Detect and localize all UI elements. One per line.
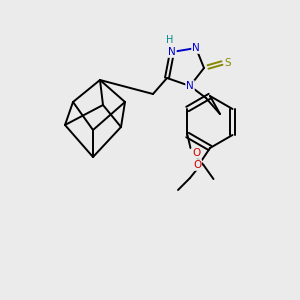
Text: O: O [192, 148, 201, 158]
Text: H: H [166, 35, 174, 45]
Text: N: N [186, 81, 194, 91]
Text: O: O [193, 160, 201, 170]
Text: S: S [225, 58, 231, 68]
Text: N: N [192, 43, 200, 53]
Text: N: N [168, 47, 176, 57]
